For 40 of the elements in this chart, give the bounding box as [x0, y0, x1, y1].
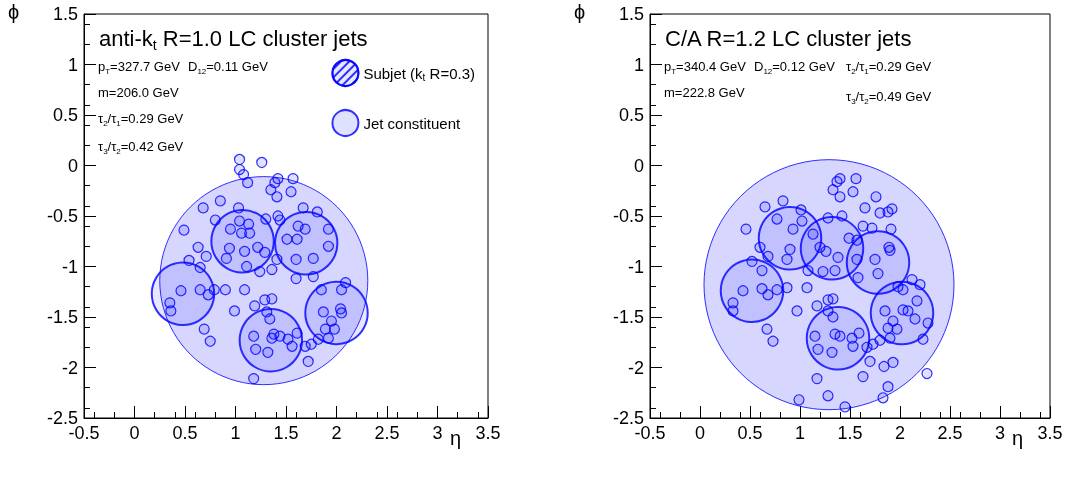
- x-tick-label: 3.5: [475, 423, 501, 443]
- y-tick-label: -1: [627, 256, 644, 277]
- x-axis-title: η: [450, 427, 462, 449]
- text: C/A R=1.2 LC cluster jets: [665, 25, 912, 51]
- y-tick-label: -1.5: [612, 307, 644, 327]
- y-tick-label: -1.5: [46, 307, 78, 327]
- y-tick-label: -1: [61, 256, 78, 277]
- x-tick-label: 1.5: [837, 423, 863, 443]
- x-tick-label: 1.5: [273, 423, 299, 443]
- x-tick-label: 0: [694, 423, 706, 443]
- x-tick-label: 2: [331, 423, 342, 443]
- legend-label: Jet constituent: [363, 114, 461, 132]
- x-tick-label: 3.5: [1037, 423, 1063, 443]
- y-tick-label: 1: [67, 54, 78, 75]
- y-tick-label: -0.5: [46, 206, 78, 226]
- y-tick-label: -0.5: [612, 206, 644, 226]
- x-tick-label: 0.5: [172, 423, 198, 443]
- y-tick-label: 1.5: [52, 4, 78, 24]
- x-tick-label: 1: [230, 423, 241, 443]
- annotation: m=222.8 GeV: [664, 85, 745, 100]
- y-tick-label: 1: [633, 54, 644, 75]
- y-tick-label: 0: [67, 155, 78, 176]
- x-tick-label: 0.5: [737, 423, 763, 443]
- x-tick-label: 1: [794, 423, 806, 443]
- x-axis-title: η: [1012, 427, 1024, 449]
- x-tick-label: 2: [894, 423, 906, 443]
- y-tick-label: -2: [627, 357, 644, 378]
- y-tick-label: -2: [61, 357, 78, 378]
- y-tick-label: 0: [633, 155, 644, 176]
- x-tick-label: 3: [994, 423, 1006, 443]
- y-tick-label: 1.5: [618, 4, 644, 24]
- y-tick-label: 0.5: [618, 105, 644, 125]
- y-axis-title: ϕ: [574, 1, 586, 23]
- annotation: m=206.0 GeV: [98, 85, 179, 100]
- x-tick-label: 3: [432, 423, 443, 443]
- x-tick-label: 0: [129, 423, 140, 443]
- x-tick-label: 2.5: [937, 423, 963, 443]
- y-axis-title: ϕ: [8, 1, 20, 23]
- x-tick-label: 2.5: [374, 423, 400, 443]
- y-tick-label: 0.5: [52, 105, 78, 125]
